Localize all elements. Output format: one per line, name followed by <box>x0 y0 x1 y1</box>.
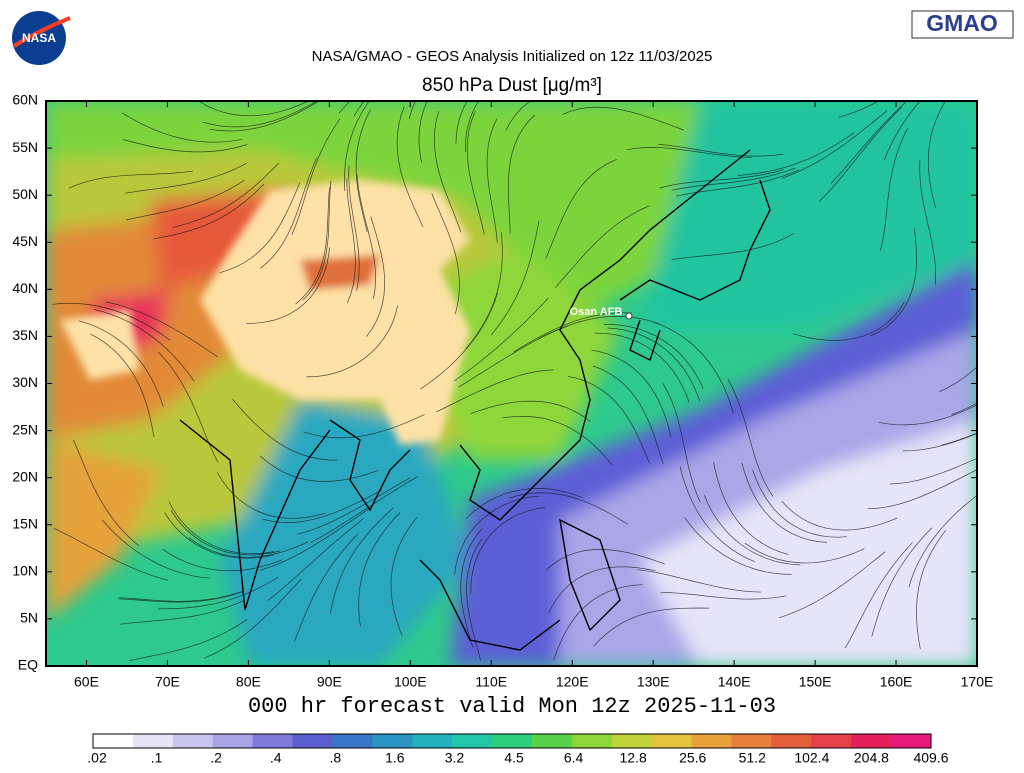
colorbar-swatch <box>692 734 732 748</box>
lon-label: 90E <box>317 674 342 690</box>
colorbar-label: 1.6 <box>385 750 405 766</box>
lat-label: 20N <box>12 468 38 484</box>
lon-label: 70E <box>155 674 180 690</box>
lat-label: 30N <box>12 374 38 390</box>
colorbar-label: .2 <box>210 750 222 766</box>
lon-label: 100E <box>394 674 427 690</box>
colorbar-swatch <box>731 734 771 748</box>
colorbar-swatch <box>412 734 452 748</box>
lat-label: 35N <box>12 327 38 343</box>
colorbar-swatch <box>332 734 372 748</box>
nasa-logo: NASA <box>12 11 70 65</box>
gmao-logo: GMAO <box>912 10 1013 38</box>
colorbar-label: 25.6 <box>679 750 706 766</box>
colorbar-label: .4 <box>270 750 282 766</box>
colorbar-label: 12.8 <box>620 750 647 766</box>
colorbar-swatch <box>891 734 931 748</box>
colorbar-swatch <box>811 734 851 748</box>
lon-label: 60E <box>74 674 99 690</box>
colorbar-swatch <box>293 734 333 748</box>
marker-label: Osan AFB <box>570 306 623 318</box>
lon-label: 150E <box>799 674 832 690</box>
dust-field <box>46 33 1024 666</box>
lat-label: 55N <box>12 139 38 155</box>
colorbar-swatch <box>612 734 652 748</box>
lat-label: 10N <box>12 563 38 579</box>
nasa-logo-text: NASA <box>22 31 56 45</box>
colorbar-label: 204.8 <box>854 750 889 766</box>
title: NASA/GMAO - GEOS Analysis Initialized on… <box>312 48 713 65</box>
colorbar-label: .8 <box>329 750 341 766</box>
colorbar-swatch <box>771 734 811 748</box>
colorbar-swatch <box>851 734 891 748</box>
lat-label: EQ <box>18 657 38 673</box>
lon-label: 170E <box>961 674 994 690</box>
colorbar-swatch <box>572 734 612 748</box>
lon-label: 130E <box>637 674 670 690</box>
lon-label: 160E <box>880 674 913 690</box>
colorbar-swatch <box>213 734 253 748</box>
lon-label: 110E <box>475 674 507 690</box>
colorbar-label: 3.2 <box>445 750 465 766</box>
colorbar-label: 102.4 <box>794 750 829 766</box>
colorbar-label: 4.5 <box>504 750 524 766</box>
colorbar-swatch <box>532 734 572 748</box>
subtitle: 850 hPa Dust [μg/m³] <box>422 75 602 96</box>
colorbar: .02 .1 .2 .4 .8 1.6 3.2 4.5 6.4 12.8 25.6 51.2 102.4… <box>87 734 948 766</box>
colorbar-swatch <box>372 734 412 748</box>
colorbar-swatch <box>492 734 532 748</box>
colorbar-swatch <box>652 734 692 748</box>
colorbar-label: .02 <box>87 750 107 766</box>
colorbar-label: 51.2 <box>739 750 766 766</box>
forecast-label: 000 hr forecast valid Mon 12z 2025-11-03 <box>248 694 776 719</box>
lat-label: 15N <box>12 515 38 531</box>
lon-label: 80E <box>236 674 261 690</box>
colorbar-swatch <box>173 734 213 748</box>
colorbar-swatch <box>452 734 492 748</box>
lat-label: 40N <box>12 280 38 296</box>
colorbar-swatch <box>93 734 133 748</box>
colorbar-label: 6.4 <box>564 750 584 766</box>
colorbar-label: 409.6 <box>913 750 948 766</box>
lat-label: 50N <box>12 186 38 202</box>
lon-label: 140E <box>718 674 751 690</box>
lat-label: 45N <box>12 233 38 249</box>
gmao-logo-text: GMAO <box>926 10 998 36</box>
marker-dot <box>626 313 632 319</box>
colorbar-swatch <box>253 734 293 748</box>
lat-label: 60N <box>12 92 38 108</box>
lat-label: 25N <box>12 421 38 437</box>
lon-label: 120E <box>556 674 589 690</box>
colorbar-label: .1 <box>151 750 163 766</box>
lat-label: 5N <box>20 610 38 626</box>
colorbar-swatch <box>133 734 173 748</box>
